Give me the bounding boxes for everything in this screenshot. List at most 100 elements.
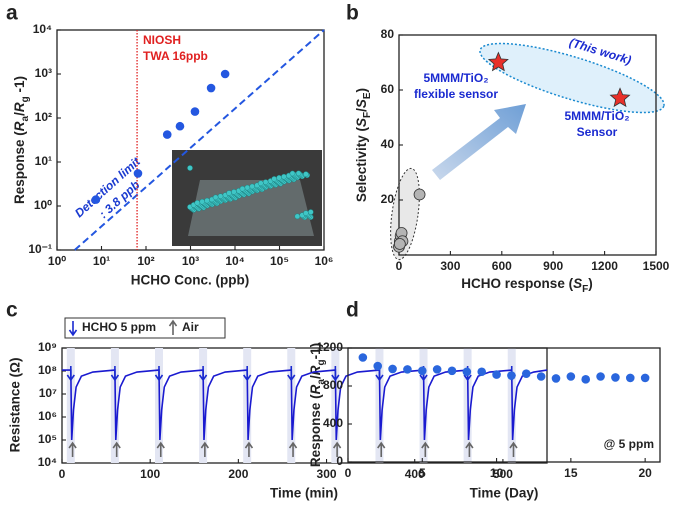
y-tick-label: 10⁹ bbox=[38, 340, 57, 354]
point bbox=[566, 372, 576, 381]
point bbox=[133, 169, 143, 178]
air-arrow bbox=[156, 441, 165, 457]
x-tick-label: 15 bbox=[564, 466, 578, 480]
inset-dot bbox=[276, 174, 282, 181]
label-part: F bbox=[362, 112, 373, 118]
inset-dot bbox=[194, 199, 201, 206]
inset-dot bbox=[217, 193, 224, 200]
x-tick-label: 10² bbox=[137, 254, 154, 268]
x-tick-label: 500 bbox=[493, 467, 513, 481]
x-axis-label: Time (Day) bbox=[470, 486, 539, 501]
label-part: E bbox=[362, 92, 373, 99]
y-tick-label: 1200 bbox=[316, 340, 343, 354]
label-part: R bbox=[12, 121, 27, 131]
gas-arrow bbox=[154, 366, 164, 382]
x-tick-label: 5 bbox=[419, 466, 426, 480]
inset-illustration bbox=[172, 150, 322, 246]
y-tick-label: 0 bbox=[336, 454, 343, 468]
x-tick-label: 200 bbox=[228, 467, 248, 481]
point bbox=[477, 367, 487, 377]
air-arrow bbox=[465, 441, 474, 457]
label-part: S bbox=[354, 118, 369, 127]
x-tick-label: 10⁶ bbox=[315, 254, 334, 268]
x-tick-label: 10¹ bbox=[93, 254, 110, 268]
x-axis-label: HCHO response (SF) bbox=[461, 276, 592, 296]
inset-dot bbox=[257, 180, 264, 187]
label-part: R bbox=[12, 102, 27, 112]
inset-dot bbox=[303, 171, 309, 178]
label-part: ) bbox=[588, 276, 593, 291]
y-tick-label: 10⁶ bbox=[38, 409, 57, 423]
label-part: / bbox=[12, 112, 27, 116]
inset-dot bbox=[262, 179, 269, 186]
x-tick-label: 1500 bbox=[643, 259, 670, 273]
label-part: Selectivity ( bbox=[354, 127, 369, 203]
label-part: F bbox=[582, 284, 588, 295]
inset-dot bbox=[294, 213, 301, 220]
y-tick-label: 10³ bbox=[35, 66, 52, 80]
y-tick-label: 10⁷ bbox=[39, 386, 57, 400]
legend-gas-arrow bbox=[68, 321, 78, 337]
point bbox=[611, 373, 620, 382]
air-arrow bbox=[288, 441, 298, 457]
x-tick-label: 0 bbox=[396, 259, 403, 273]
label-part: S bbox=[573, 276, 582, 291]
label-part: R bbox=[308, 384, 323, 394]
plot-frame bbox=[347, 347, 661, 463]
point bbox=[640, 373, 650, 383]
point bbox=[417, 366, 427, 376]
point bbox=[625, 373, 635, 383]
gas-arrow bbox=[331, 366, 340, 382]
x-tick-label: 10⁰ bbox=[48, 254, 66, 268]
annotation: 5MMM/TiO₂ bbox=[564, 109, 629, 123]
panel-letter: b bbox=[346, 2, 359, 25]
air-arrow bbox=[421, 441, 430, 457]
air-arrow bbox=[112, 441, 121, 457]
label-part: -1) bbox=[12, 76, 27, 96]
point bbox=[596, 372, 605, 381]
y-tick-label: 10¹ bbox=[35, 154, 52, 168]
y-tick-label: 20 bbox=[381, 192, 395, 206]
point bbox=[190, 107, 200, 116]
legend-label: HCHO 5 ppm bbox=[82, 320, 156, 334]
air-arrow bbox=[200, 441, 210, 457]
cluster-ellipse bbox=[390, 167, 420, 261]
inset-dot bbox=[244, 184, 251, 191]
panel-letter: a bbox=[6, 2, 18, 25]
x-tick-label: 400 bbox=[405, 467, 425, 481]
inset-dot bbox=[199, 198, 206, 205]
x-tick-label: 300 bbox=[317, 467, 337, 481]
x-axis-label: HCHO Conc. (ppb) bbox=[131, 273, 249, 288]
point bbox=[536, 372, 546, 381]
point bbox=[521, 369, 531, 378]
x-tick-label: 900 bbox=[543, 259, 563, 273]
inset-dot bbox=[231, 189, 237, 195]
inset-dot bbox=[295, 170, 302, 177]
point bbox=[413, 188, 426, 201]
legend-air-arrow bbox=[168, 319, 178, 335]
air-arrow bbox=[68, 441, 77, 457]
label-part: / bbox=[308, 375, 323, 379]
y-tick-label: 10⁸ bbox=[38, 363, 57, 377]
gas-arrow bbox=[287, 366, 296, 382]
inset-dot bbox=[289, 170, 296, 177]
point bbox=[358, 353, 368, 362]
point bbox=[206, 83, 216, 93]
x-tick-label: 300 bbox=[440, 259, 460, 273]
panel-letter: d bbox=[346, 299, 359, 322]
point bbox=[175, 121, 185, 131]
inset-dot bbox=[271, 176, 278, 182]
point bbox=[507, 371, 516, 380]
y-axis-label: Response (Ra/Rg -1) bbox=[12, 76, 32, 204]
plot-frame bbox=[61, 347, 548, 464]
point bbox=[373, 361, 383, 371]
label-part: a bbox=[20, 115, 31, 121]
annotation: flexible sensor bbox=[414, 87, 498, 101]
annotation: Sensor bbox=[577, 125, 618, 139]
star-point bbox=[609, 87, 631, 108]
fit-line bbox=[74, 29, 325, 251]
label-part: Response ( bbox=[308, 394, 323, 467]
air-arrow bbox=[332, 441, 342, 457]
y-tick-label: 800 bbox=[323, 378, 343, 392]
